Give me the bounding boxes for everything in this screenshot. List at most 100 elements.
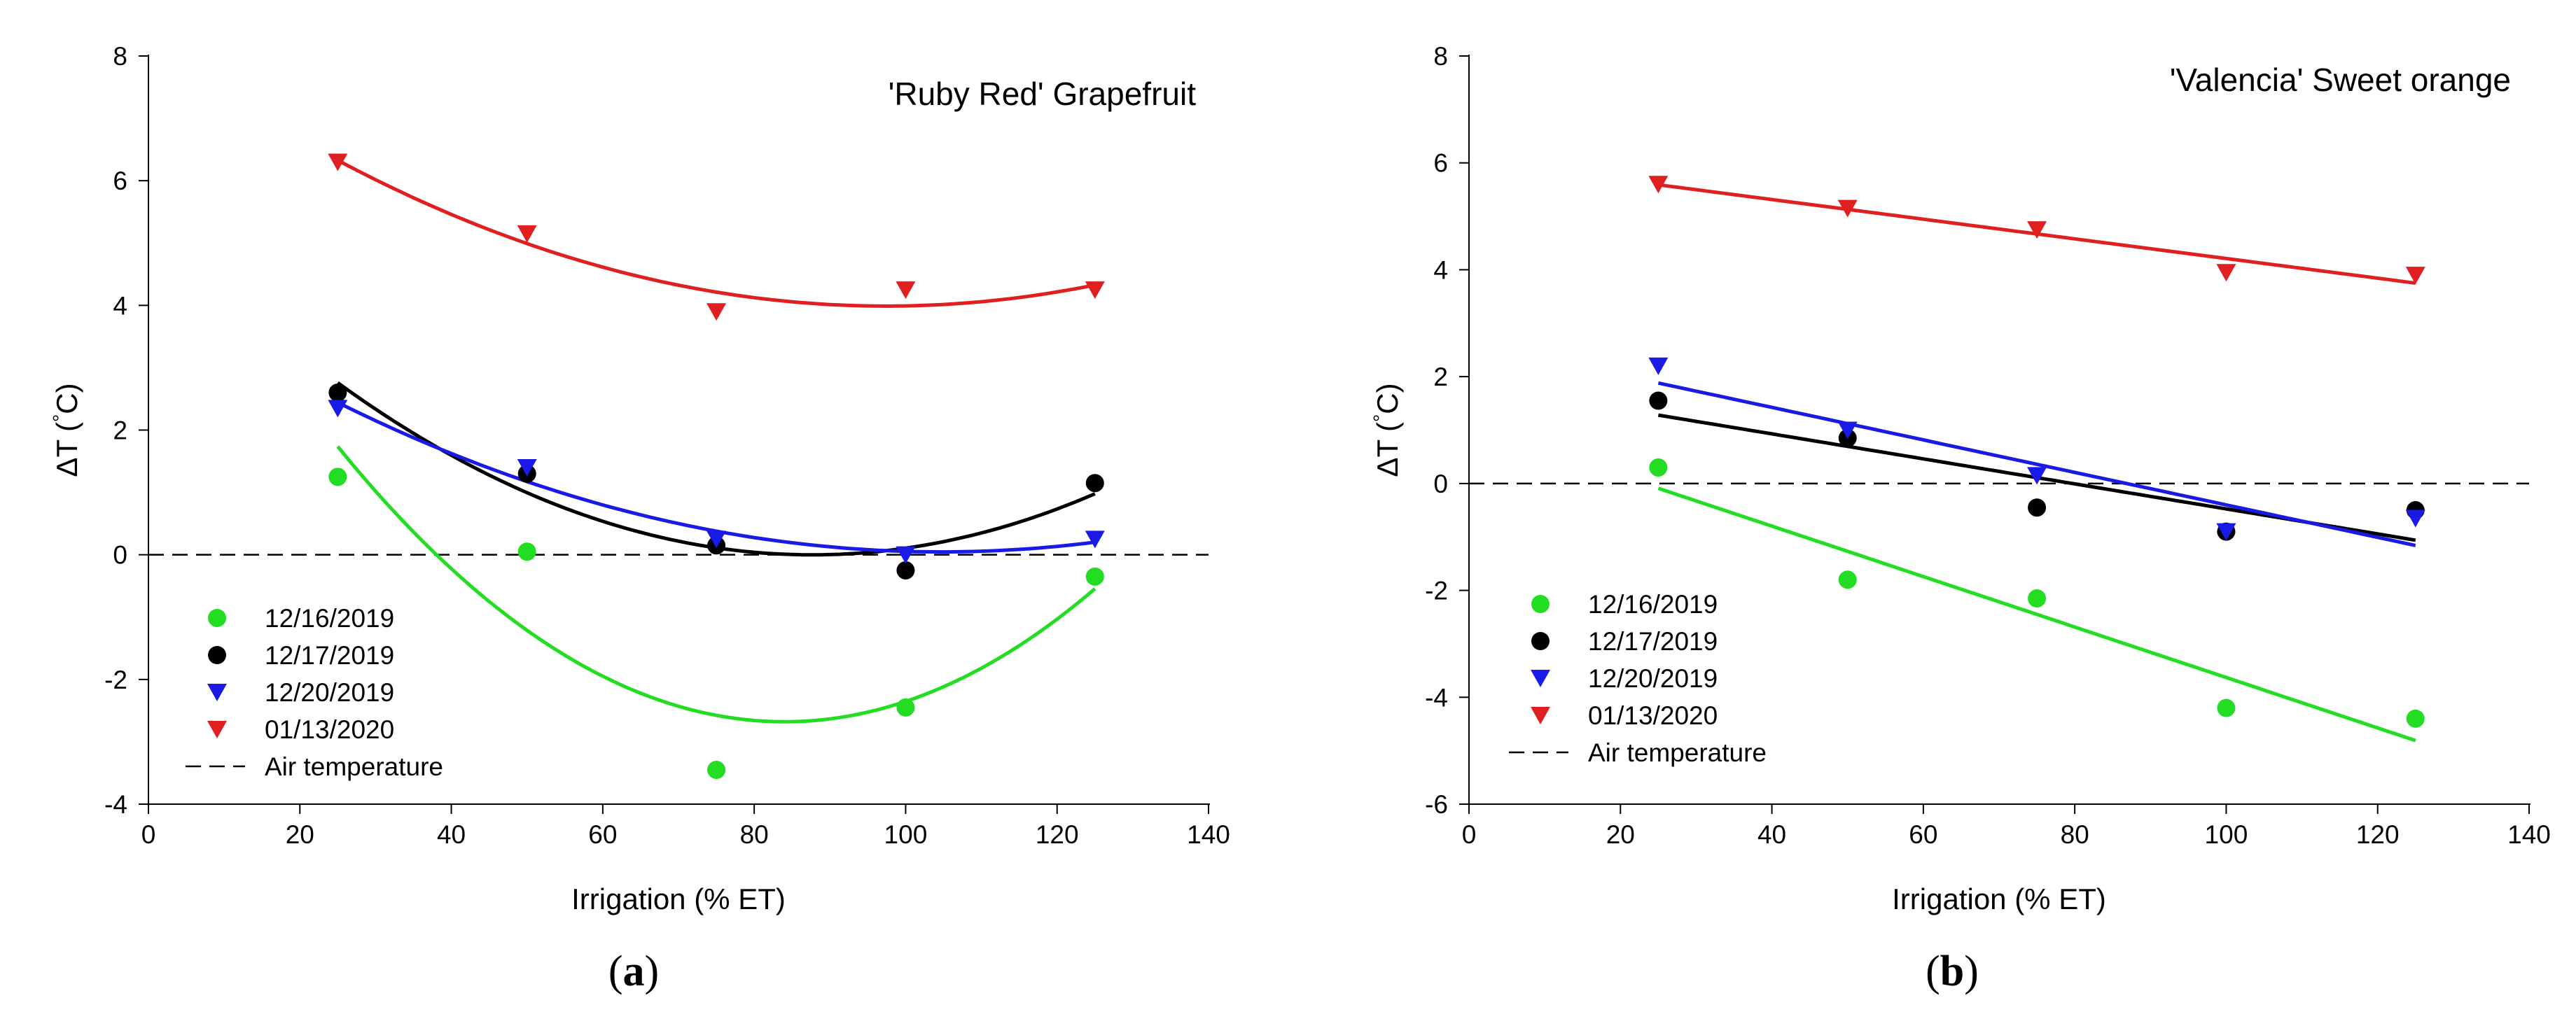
fit-line: [337, 400, 1096, 554]
fit-line: [1657, 486, 2416, 743]
data-point: [2217, 698, 2236, 717]
data-point: [896, 698, 915, 717]
legend-label: 12/17/2019: [1588, 627, 1718, 656]
y-tick-label: -2: [1425, 577, 1448, 605]
y-axis-label: ΔT (°C): [49, 383, 84, 477]
x-tick-label: 60: [588, 820, 617, 849]
data-point: [517, 542, 536, 561]
y-tick-label: 8: [1433, 42, 1448, 71]
data-point: [2027, 467, 2047, 485]
y-tick-label: 0: [1433, 470, 1448, 498]
chart-title: 'Valencia' Sweet orange: [2170, 62, 2511, 98]
data-point: [1649, 391, 1668, 410]
x-tick-label: 0: [1462, 820, 1477, 849]
data-point: [2027, 221, 2047, 239]
data-point: [706, 530, 727, 549]
x-tick-label: 60: [1909, 820, 1937, 849]
x-tick-label: 80: [2061, 820, 2089, 849]
y-tick-label: 6: [1433, 149, 1448, 178]
legend-marker: [1531, 670, 1550, 687]
legend-marker: [208, 609, 226, 627]
legend-label: 12/16/2019: [265, 604, 394, 633]
legend-marker: [208, 646, 226, 664]
fit-line: [336, 445, 1096, 724]
x-axis-label: Irrigation (% ET): [1892, 883, 2106, 915]
data-point: [1648, 357, 1669, 375]
data-point: [1837, 421, 1858, 440]
legend-label: 01/13/2020: [265, 715, 394, 744]
legend-label: Air temperature: [1588, 738, 1767, 767]
legend-label: 01/13/2020: [1588, 701, 1718, 730]
y-tick-label: 4: [113, 291, 127, 320]
data-point: [1085, 567, 1104, 586]
y-axis-label: ΔT (°C): [1370, 383, 1405, 477]
x-tick-label: 20: [286, 820, 314, 849]
legend-marker: [1531, 707, 1550, 724]
data-point: [517, 225, 537, 243]
x-tick-label: 80: [740, 820, 769, 849]
legend-label: 12/20/2019: [1588, 664, 1718, 693]
data-point: [2406, 709, 2425, 728]
legend-label: 12/20/2019: [265, 678, 394, 707]
data-point: [2216, 523, 2236, 541]
y-tick-label: -4: [104, 790, 127, 819]
fit-line: [337, 158, 1096, 308]
x-axis-label: Irrigation (% ET): [571, 883, 786, 915]
y-tick-label: -6: [1425, 790, 1448, 819]
data-point: [1838, 570, 1857, 589]
data-point: [2028, 498, 2047, 517]
data-point: [1649, 458, 1668, 477]
panel-caption: (a): [608, 948, 659, 995]
fit-line: [336, 381, 1096, 557]
data-point: [1085, 530, 1105, 549]
x-tick-label: 40: [1757, 820, 1786, 849]
data-point: [707, 761, 726, 780]
x-tick-label: 140: [1187, 820, 1230, 849]
data-point: [896, 561, 915, 579]
panel-caption: (b): [1926, 948, 1979, 995]
y-tick-label: 6: [113, 167, 127, 195]
legend-marker: [207, 721, 227, 738]
data-point: [1648, 176, 1669, 194]
data-point: [2405, 267, 2425, 285]
data-point: [1085, 474, 1104, 493]
x-tick-label: 140: [2507, 820, 2551, 849]
fit-line: [1657, 381, 2416, 547]
data-point: [896, 546, 916, 564]
y-tick-label: 4: [1433, 255, 1448, 284]
data-point: [517, 458, 537, 477]
y-tick-label: 0: [113, 541, 127, 570]
legend-label: Air temperature: [265, 752, 443, 781]
x-tick-label: 0: [141, 820, 156, 849]
data-point: [1085, 281, 1105, 300]
x-tick-label: 40: [437, 820, 466, 849]
x-tick-label: 20: [1606, 820, 1635, 849]
legend-label: 12/16/2019: [1588, 590, 1718, 619]
data-point: [896, 281, 916, 300]
data-point: [706, 303, 727, 321]
x-tick-label: 120: [1036, 820, 1079, 849]
y-tick-label: -2: [104, 666, 127, 694]
data-point: [328, 384, 347, 402]
x-tick-label: 120: [2356, 820, 2400, 849]
legend-marker: [207, 684, 227, 701]
x-tick-label: 100: [2205, 820, 2248, 849]
data-point: [2028, 589, 2047, 608]
y-tick-label: -4: [1425, 683, 1448, 712]
y-tick-label: 2: [113, 416, 127, 445]
data-point: [328, 400, 348, 418]
chart-title: 'Ruby Red' Grapefruit: [889, 76, 1197, 112]
data-point: [2405, 510, 2425, 528]
data-point: [1837, 199, 1858, 218]
y-tick-label: 8: [113, 42, 127, 71]
y-tick-label: 2: [1433, 363, 1448, 391]
legend-marker: [1531, 595, 1550, 613]
legend-marker: [1531, 632, 1550, 650]
data-point: [328, 153, 348, 171]
data-point: [2216, 264, 2236, 282]
x-tick-label: 100: [884, 820, 928, 849]
panel-b: 0 20 40 60 80 100 120 140 -6 -4 -2 0 2 4 6 8 Irrigation …: [1370, 42, 2551, 995]
data-point: [328, 468, 347, 486]
legend-label: 12/17/2019: [265, 641, 394, 670]
